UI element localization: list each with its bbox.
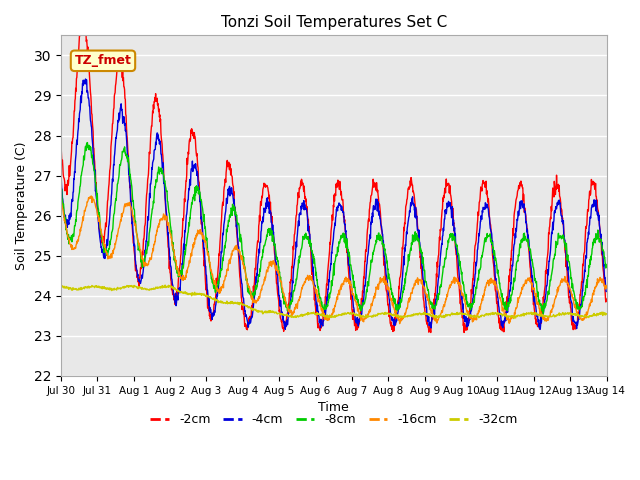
Legend: -2cm, -4cm, -8cm, -16cm, -32cm: -2cm, -4cm, -8cm, -16cm, -32cm	[145, 408, 522, 431]
Title: Tonzi Soil Temperatures Set C: Tonzi Soil Temperatures Set C	[221, 15, 447, 30]
Y-axis label: Soil Temperature (C): Soil Temperature (C)	[15, 142, 28, 270]
X-axis label: Time: Time	[318, 401, 349, 414]
Text: TZ_fmet: TZ_fmet	[74, 54, 131, 67]
